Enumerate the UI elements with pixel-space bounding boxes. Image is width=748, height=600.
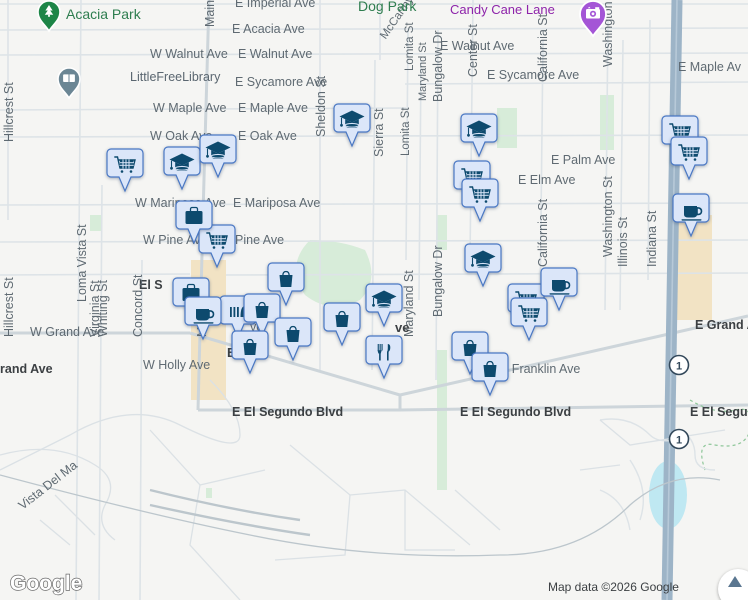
svg-text:1: 1	[676, 361, 682, 373]
svg-text:1: 1	[676, 435, 682, 447]
svg-text:Google: Google	[10, 572, 82, 595]
